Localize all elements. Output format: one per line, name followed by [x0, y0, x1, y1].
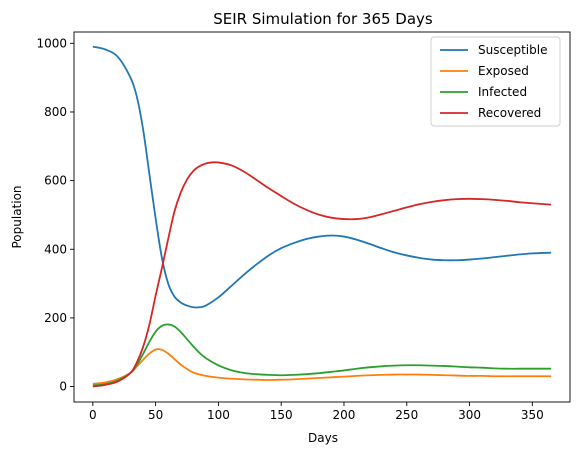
- legend-label-susceptible: Susceptible: [478, 43, 547, 57]
- y-tick-label: 800: [44, 105, 67, 119]
- x-tick-label: 350: [521, 408, 544, 422]
- y-tick-label: 200: [44, 311, 67, 325]
- y-tick-label: 1000: [36, 36, 67, 50]
- legend-box: [430, 36, 561, 127]
- x-tick-label: 100: [207, 408, 230, 422]
- series-line-susceptible: [92, 45, 552, 309]
- x-tick-label: 50: [148, 408, 163, 422]
- legend: Susceptible Exposed Infected Recovered: [430, 36, 561, 127]
- y-axis-label: Population: [10, 185, 24, 248]
- y-tick-label: 0: [59, 380, 67, 394]
- chart-title: SEIR Simulation for 365 Days: [213, 10, 433, 28]
- x-tick-label: 300: [458, 408, 481, 422]
- legend-label-infected: Infected: [478, 85, 527, 99]
- series-line-infected: [92, 323, 552, 387]
- y-tick-label: 600: [44, 174, 67, 188]
- x-axis: 0 50 100 150 200 250 300 350: [89, 402, 544, 422]
- series-line-exposed: [92, 348, 552, 385]
- plot-area-frame: [73, 31, 571, 403]
- y-axis: 0 200 400 600 800 1000: [36, 36, 74, 394]
- x-axis-label: Days: [308, 431, 338, 445]
- series-line-recovered: [92, 161, 552, 388]
- x-tick-label: 0: [89, 408, 97, 422]
- legend-label-exposed: Exposed: [478, 64, 529, 78]
- y-tick-label: 400: [44, 242, 67, 256]
- legend-label-recovered: Recovered: [478, 106, 541, 120]
- x-tick-label: 200: [333, 408, 356, 422]
- x-tick-label: 250: [395, 408, 418, 422]
- series-lines: [92, 45, 552, 388]
- x-tick-label: 150: [270, 408, 293, 422]
